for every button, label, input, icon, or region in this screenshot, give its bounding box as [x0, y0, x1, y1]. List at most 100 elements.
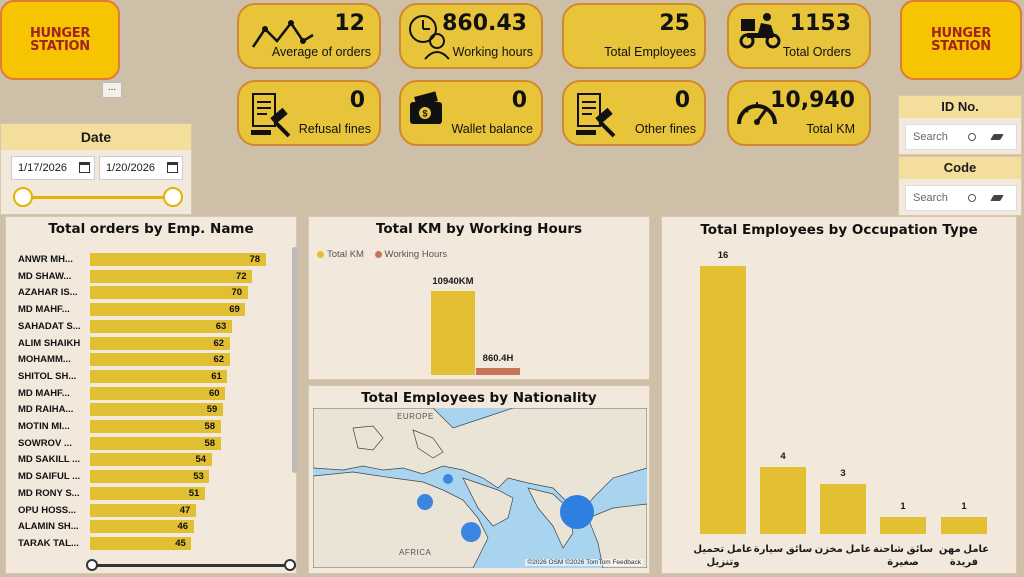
kpi-value: 0	[511, 88, 527, 113]
orders-by-employee-chart: Total orders by Emp. Name ANWR MH... 78 MD…	[5, 216, 297, 574]
svg-text:$: $	[423, 109, 428, 119]
vertical-scrollbar[interactable]	[292, 247, 297, 473]
chart-title: Total KM by Working Hours	[375, 221, 583, 237]
employee-name: MD SHAW...	[18, 270, 72, 282]
order-bar[interactable]	[90, 503, 196, 517]
order-bar[interactable]	[90, 386, 225, 400]
start-date-input[interactable]: 1/17/2026	[11, 156, 95, 180]
order-bar[interactable]	[90, 353, 230, 367]
code-search-input[interactable]: Search	[905, 185, 1017, 211]
order-bar[interactable]	[90, 286, 248, 300]
kpi-value: 0	[349, 88, 365, 113]
kpi-other-fines: 0 Other fines	[562, 80, 706, 146]
search-icon[interactable]	[968, 133, 976, 141]
calendar-icon[interactable]	[79, 162, 90, 173]
date-range-start-handle[interactable]	[13, 187, 33, 207]
map-label-africa: AFRICA	[399, 548, 432, 557]
occupation-bar[interactable]	[820, 483, 866, 534]
bar-value-label: 59	[206, 404, 218, 416]
employee-name: MD SAIFUL ...	[18, 471, 81, 483]
bar-value-label: 69	[229, 304, 240, 316]
gavel-document-icon	[576, 93, 616, 138]
km-chart-bar[interactable]	[431, 291, 475, 375]
id-filter: ID No. Search	[898, 95, 1022, 155]
bar-value-label: 61	[211, 370, 222, 382]
search-icon[interactable]	[968, 194, 976, 202]
delivery-scooter-icon	[739, 13, 781, 49]
legend-dot-hours	[374, 250, 382, 258]
bar-value-label: 54	[195, 454, 207, 466]
date-range-end-handle[interactable]	[163, 187, 183, 207]
bar-value-label: 860.4H	[482, 353, 514, 365]
employee-name: ANWR MH...	[18, 254, 73, 265]
order-bar[interactable]	[90, 420, 221, 433]
employee-name: MD RONY S...	[18, 487, 80, 499]
order-bar[interactable]	[90, 253, 266, 266]
category-label: عامل مهن فريدة	[938, 544, 990, 568]
order-bar[interactable]	[90, 436, 221, 450]
order-bar[interactable]	[90, 403, 223, 417]
eraser-icon[interactable]	[990, 134, 1004, 140]
km-chart-bar[interactable]	[476, 368, 520, 375]
employee-name: AZAHAR IS...	[18, 287, 78, 299]
eraser-icon[interactable]	[990, 195, 1004, 201]
occupation-bar[interactable]	[760, 467, 806, 534]
bar-value-label: 45	[175, 537, 186, 549]
occupation-bar[interactable]	[880, 517, 926, 534]
world-map[interactable]: EUROPE AFRICA ©2026 OSM ©2026 TomTom Fee…	[313, 408, 647, 568]
order-bar[interactable]	[90, 486, 205, 500]
code-filter: Code Search	[898, 156, 1022, 216]
occupation-bar[interactable]	[700, 266, 746, 534]
chart-title: Total Employees by Occupation Type	[700, 222, 978, 238]
date-filter-title: Date	[1, 124, 191, 150]
id-filter-title: ID No.	[899, 96, 1021, 118]
bar-value-label: 3	[840, 467, 846, 479]
map-label-europe: EUROPE	[397, 412, 434, 421]
date-filter: Date 1/17/2026 1/20/2026	[0, 123, 192, 215]
map-credit[interactable]: ©2026 OSM ©2026 TomTom Feedback	[525, 559, 643, 566]
category-label: سائق شاحنة صغيرة	[872, 544, 934, 568]
bar-value-label: 58	[204, 437, 216, 449]
order-bar[interactable]	[90, 470, 210, 484]
chart-legend: Total KM Working Hours	[317, 249, 447, 260]
employee-name: MD SAKILL ...	[18, 454, 81, 466]
scroll-start-handle[interactable]	[86, 559, 98, 571]
employee-name: MD MAHF...	[18, 387, 70, 399]
bar-value-label: 53	[193, 471, 204, 483]
kpi-value: 0	[674, 88, 690, 113]
order-bar[interactable]	[90, 303, 246, 317]
bar-value-label: 63	[215, 320, 227, 332]
category-label: عامل تحميل وتنزيل	[693, 544, 753, 568]
kpi-refusal-fines: 0 Refusal fines	[237, 80, 381, 146]
order-bar[interactable]	[90, 319, 232, 333]
employee-name: MD RAIHA...	[18, 404, 74, 416]
scroll-end-handle[interactable]	[284, 559, 296, 571]
order-bar[interactable]	[90, 369, 228, 383]
bar-value-label: 70	[231, 287, 243, 299]
employee-name: TARAK TAL...	[18, 537, 79, 549]
order-bar[interactable]	[90, 269, 252, 283]
kpi-label: Total KM	[806, 122, 855, 136]
kpi-label: Total Orders	[782, 45, 851, 59]
end-date-input[interactable]: 1/20/2026	[99, 156, 183, 180]
order-bar[interactable]	[90, 536, 192, 550]
bar-value-label: 72	[236, 270, 247, 282]
more-options-button[interactable]: ...	[102, 82, 122, 98]
kpi-value: 1153	[789, 11, 851, 36]
bar-value-label: 1	[961, 501, 967, 513]
km-by-working-hours-chart: Total KM by Working Hours Total KM Worki…	[308, 216, 650, 380]
horizontal-scrollbar[interactable]	[94, 564, 296, 567]
id-search-input[interactable]: Search	[905, 124, 1017, 150]
calendar-icon[interactable]	[167, 162, 178, 173]
occupation-bar[interactable]	[941, 517, 987, 534]
order-bar[interactable]	[90, 453, 212, 467]
bar-value-label: 58	[204, 421, 216, 432]
order-bar[interactable]	[90, 520, 194, 534]
bar-value-label: 4	[780, 451, 786, 462]
employees-by-occupation-chart: Total Employees by Occupation Type 16 عام…	[661, 216, 1017, 574]
date-range-track	[23, 196, 173, 199]
chart-title: Total Employees by Nationality	[361, 390, 597, 406]
category-label: عامل مخزن	[814, 544, 872, 555]
bar-value-label: 10940KM	[432, 276, 474, 287]
order-bar[interactable]	[90, 336, 230, 350]
